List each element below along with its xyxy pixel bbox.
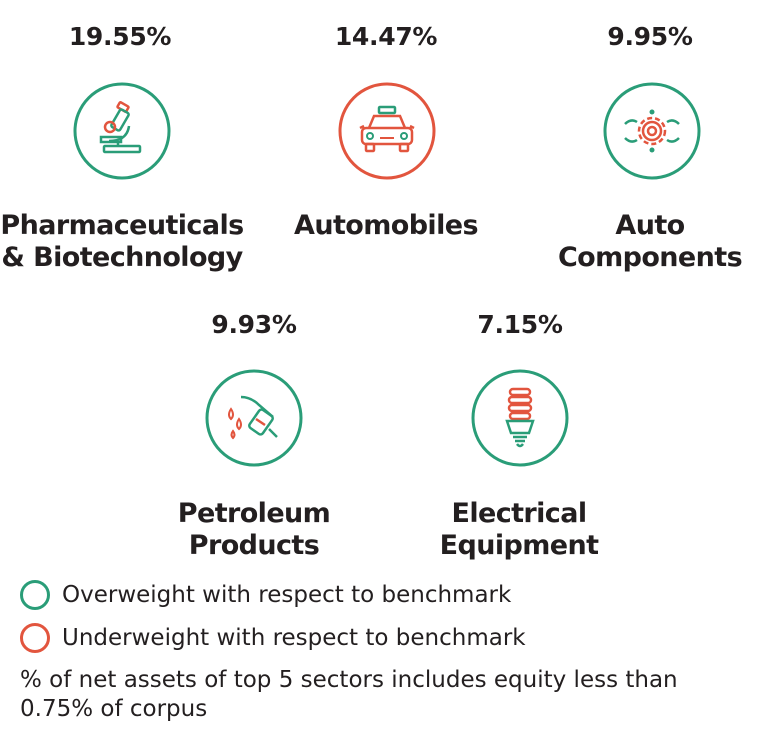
sector-percent: 9.95% (607, 22, 693, 51)
green-ring-icon (20, 580, 50, 610)
legend-label: Overweight with respect to benchmark (62, 582, 512, 608)
legend-label: Underweight with respect to benchmark (62, 625, 526, 651)
sector-name: Automobiles (294, 210, 478, 241)
microscope-icon (71, 80, 173, 182)
sector-name: Petroleum Products (177, 498, 331, 561)
car-icon (336, 80, 438, 182)
sector-name: Pharmaceuticals & Biotechnology (0, 210, 244, 273)
sector-percent: 19.55% (68, 22, 172, 51)
sector-percent: 9.93% (211, 310, 297, 339)
red-ring-icon (20, 623, 50, 653)
sector-percent: 7.15% (477, 310, 563, 339)
cfl-bulb-icon (469, 367, 571, 469)
gears-icon (601, 80, 703, 182)
legend-overweight: Overweight with respect to benchmark (20, 580, 511, 610)
sector-name: Auto Components (557, 210, 743, 273)
sector-percent: 14.47% (334, 22, 438, 51)
fuel-nozzle-icon (203, 367, 305, 469)
sector-name: Electrical Equipment (439, 498, 599, 561)
footnote: % of net assets of top 5 sectors include… (20, 667, 678, 722)
legend-underweight: Underweight with respect to benchmark (20, 623, 526, 653)
